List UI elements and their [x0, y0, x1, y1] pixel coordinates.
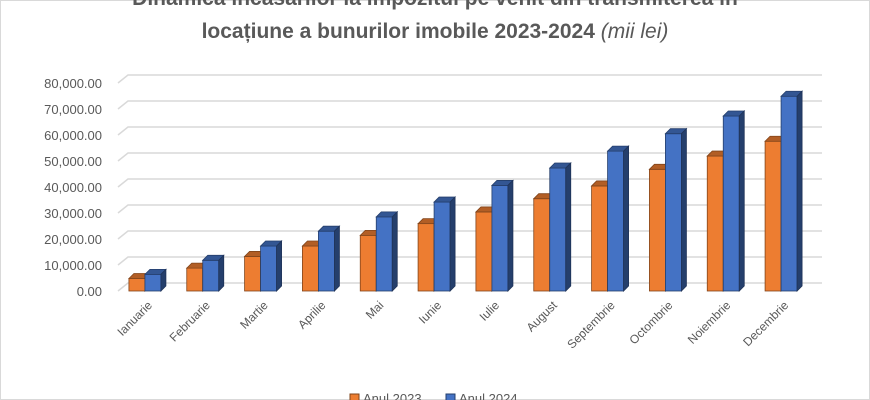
bar-anul-2024 — [433, 201, 451, 292]
y-tick-label: 20,000.00 — [44, 232, 102, 247]
bar-anul-2023 — [533, 198, 551, 292]
bar-anul-2023 — [244, 256, 261, 292]
bar-side — [449, 196, 456, 292]
bar-anul-2024 — [260, 245, 277, 292]
x-tick-label: Iulie — [477, 298, 503, 324]
x-tick-label: Martie — [237, 298, 271, 332]
bar-side — [160, 268, 167, 292]
bar-anul-2023 — [128, 278, 146, 292]
bar-anul-2023 — [591, 185, 608, 292]
bar-side — [218, 254, 225, 292]
gridline — [117, 126, 822, 136]
gridline — [117, 204, 822, 214]
x-tick-label: Mai — [363, 298, 387, 322]
chart-title-line2: locațiune a bunurilor imobile 2023-2024 … — [0, 20, 870, 44]
bar-anul-2023 — [359, 234, 377, 292]
bar-anul-2024 — [491, 185, 509, 292]
bar-side — [334, 225, 340, 292]
bar-anul-2023 — [186, 267, 204, 292]
x-tick-label: August — [524, 298, 561, 335]
bar-anul-2024 — [665, 133, 682, 292]
bar-side — [738, 110, 745, 292]
legend-swatch — [349, 393, 360, 400]
x-tick-label: Octombrie — [626, 298, 675, 347]
x-tick-label: Decembrie — [740, 298, 791, 349]
gridline — [117, 256, 822, 266]
bar-anul-2024 — [202, 259, 220, 292]
chart-title-line1: Dinamica încasărilor la impozitul pe ven… — [0, 0, 870, 11]
y-tick-label: 80,000.00 — [44, 76, 102, 91]
bar-anul-2024 — [780, 95, 798, 292]
bar-side — [507, 179, 514, 292]
bar-side — [623, 145, 629, 292]
y-tick-label: 40,000.00 — [44, 180, 102, 195]
legend-label: Anul 2024 — [459, 391, 518, 400]
x-tick-label: Noiembrie — [685, 298, 734, 347]
gridline — [117, 178, 822, 188]
x-tick-label: Februarie — [167, 298, 213, 344]
x-tick-label: Aprilie — [295, 298, 329, 332]
title-text: Dinamica încasărilor la impozitul pe ven… — [132, 0, 738, 10]
gridline — [117, 74, 822, 84]
bar-side — [565, 162, 572, 292]
y-tick-label: 30,000.00 — [44, 206, 102, 221]
bar-anul-2024 — [722, 115, 740, 292]
legend-label: Anul 2023 — [363, 391, 422, 400]
bar-side — [276, 240, 282, 292]
gridline — [117, 282, 822, 292]
bar-anul-2024 — [144, 273, 162, 292]
title-text: locațiune a bunurilor imobile 2023-2024 — [201, 20, 595, 43]
bar-side — [796, 90, 803, 292]
gridline — [117, 152, 822, 162]
bar-anul-2023 — [475, 211, 493, 292]
bar-anul-2024 — [375, 216, 393, 292]
x-tick-label: Ianuarie — [114, 298, 155, 339]
y-tick-label: 50,000.00 — [44, 154, 102, 169]
gridline — [117, 230, 822, 240]
bar-side — [681, 127, 687, 292]
bar-anul-2023 — [764, 140, 782, 292]
bar-anul-2024 — [318, 230, 335, 292]
legend-swatch — [445, 393, 456, 400]
y-tick-label: 10,000.00 — [44, 258, 102, 273]
gridline — [117, 100, 822, 110]
bar-anul-2023 — [706, 155, 724, 292]
y-tick-label: 70,000.00 — [44, 102, 102, 117]
bar-anul-2023 — [649, 168, 666, 292]
title-unit: (mii lei) — [600, 20, 669, 43]
bar-anul-2023 — [417, 223, 435, 292]
y-tick-label: 60,000.00 — [44, 128, 102, 143]
bar-anul-2024 — [607, 150, 624, 292]
y-tick-label: 0.00 — [77, 284, 102, 299]
x-tick-label: Iunie — [416, 298, 445, 327]
bar-anul-2023 — [302, 245, 319, 292]
x-tick-label: Septembrie — [564, 298, 618, 352]
bar-side — [391, 210, 398, 292]
bar-anul-2024 — [549, 167, 567, 292]
